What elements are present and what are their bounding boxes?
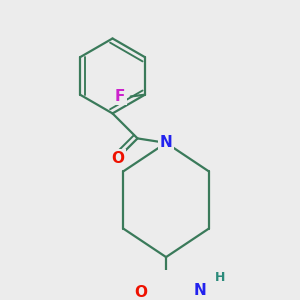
Text: N: N bbox=[194, 283, 206, 298]
Text: O: O bbox=[111, 151, 124, 166]
Text: O: O bbox=[135, 285, 148, 300]
Text: H: H bbox=[214, 271, 225, 284]
Text: N: N bbox=[160, 135, 172, 150]
Text: F: F bbox=[115, 89, 125, 104]
